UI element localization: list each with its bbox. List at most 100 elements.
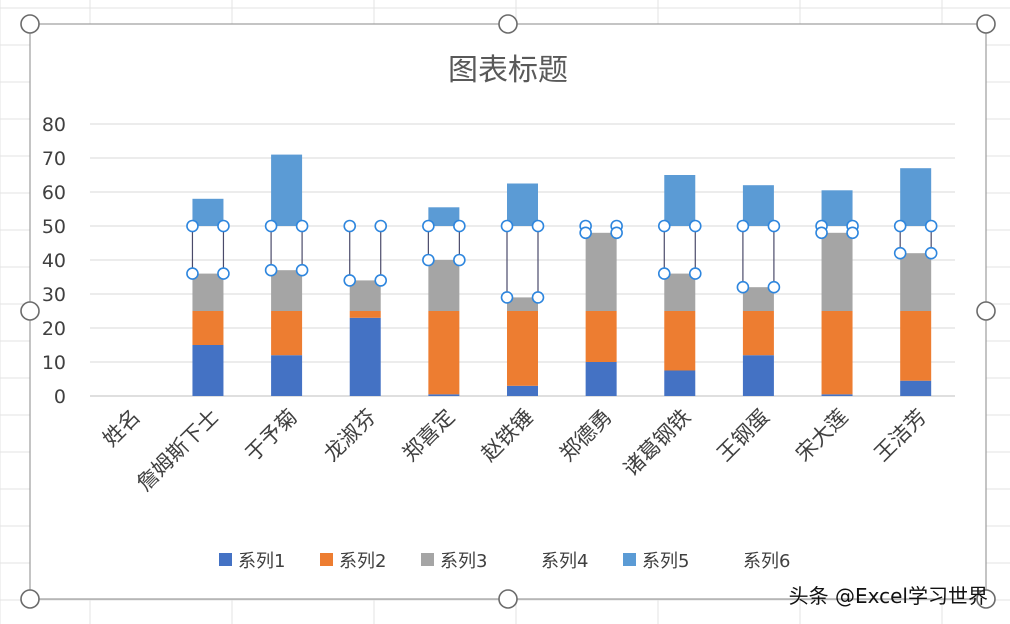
selection-handle[interactable] <box>924 246 938 260</box>
bar-segment[interactable] <box>507 183 538 227</box>
legend-swatch <box>623 553 636 566</box>
selection-handle[interactable] <box>531 219 545 233</box>
bar-segment[interactable] <box>900 253 932 311</box>
bar-segment[interactable] <box>507 385 538 396</box>
selection-handle[interactable] <box>295 263 309 277</box>
bar-segment[interactable] <box>271 270 303 311</box>
bar-segment[interactable] <box>664 370 696 397</box>
selection-handle[interactable] <box>657 267 671 280</box>
chart-title[interactable]: 图表标题 <box>448 53 568 88</box>
bar-segment[interactable] <box>428 311 460 395</box>
selection-handle[interactable] <box>893 246 907 260</box>
y-tick-label: 70 <box>42 148 66 170</box>
bar-segment[interactable] <box>349 317 381 396</box>
selection-handle[interactable] <box>343 219 357 233</box>
bar-segment[interactable] <box>192 311 224 345</box>
bar-segment[interactable] <box>742 287 774 311</box>
selection-handle[interactable] <box>186 267 199 280</box>
selection-handle[interactable] <box>846 226 859 240</box>
chart-resize-handles[interactable] <box>20 14 996 609</box>
selection-frames <box>186 219 938 304</box>
bar-segment[interactable] <box>192 345 224 396</box>
bar-segment[interactable] <box>742 185 774 226</box>
selection-handle[interactable] <box>736 280 750 294</box>
selection-handle[interactable] <box>186 219 199 233</box>
bar-segment[interactable] <box>900 168 932 226</box>
bar-segment[interactable] <box>664 311 696 371</box>
bar-segment[interactable] <box>192 273 224 311</box>
bar-segment[interactable] <box>428 394 460 396</box>
selection-handle[interactable] <box>736 219 750 233</box>
selection-handle[interactable] <box>767 219 781 233</box>
bar-segment[interactable] <box>271 311 303 356</box>
selection-handle[interactable] <box>579 226 592 240</box>
bar-segment[interactable] <box>349 280 381 311</box>
selection-handle[interactable] <box>343 274 357 287</box>
selection-handle[interactable] <box>500 219 514 233</box>
legend-label[interactable]: 系列2 <box>339 551 386 572</box>
resize-handle[interactable] <box>498 589 518 609</box>
selection-handle[interactable] <box>295 219 309 233</box>
bar-segment[interactable] <box>821 190 853 226</box>
selection-handle[interactable] <box>264 263 278 277</box>
bar-segment[interactable] <box>428 207 460 226</box>
selection-handle[interactable] <box>217 267 230 280</box>
selection-handle[interactable] <box>657 219 671 233</box>
selection-handle[interactable] <box>500 291 514 304</box>
legend-label[interactable]: 系列1 <box>238 551 285 572</box>
legend-label[interactable]: 系列4 <box>541 551 588 572</box>
legend-label[interactable]: 系列3 <box>440 551 487 572</box>
selection-handle[interactable] <box>453 253 466 267</box>
bar-segment[interactable] <box>821 394 853 396</box>
resize-handle[interactable] <box>20 301 40 321</box>
legend-label[interactable]: 系列5 <box>642 551 689 572</box>
selection-handle[interactable] <box>217 219 230 233</box>
bar-segment[interactable] <box>349 311 381 318</box>
selection-handle[interactable] <box>422 253 435 267</box>
y-tick-label: 40 <box>42 250 66 272</box>
bar-segment[interactable] <box>900 311 932 381</box>
bar-segment[interactable] <box>821 311 853 395</box>
bar-segment[interactable] <box>271 355 303 396</box>
selection-handle[interactable] <box>531 291 545 304</box>
bar-segment[interactable] <box>192 198 224 226</box>
selection-handle[interactable] <box>688 267 702 280</box>
bar-segment[interactable] <box>507 311 538 386</box>
selection-handle[interactable] <box>767 280 781 294</box>
y-tick-label: 80 <box>42 114 66 136</box>
bar-segment[interactable] <box>742 355 774 396</box>
legend[interactable]: 系列1 系列2 系列3 系列4 系列5 系列6 <box>219 551 790 572</box>
bar-segment[interactable] <box>428 260 460 311</box>
selection-handle[interactable] <box>453 219 466 233</box>
bar-segment[interactable] <box>900 380 932 396</box>
bar-segment[interactable] <box>742 311 774 356</box>
resize-handle[interactable] <box>976 301 996 321</box>
selection-handle[interactable] <box>688 219 702 233</box>
selection-handle[interactable] <box>422 219 435 233</box>
bar-segment[interactable] <box>821 232 853 311</box>
bar-segment[interactable] <box>585 232 617 311</box>
bar-segment[interactable] <box>585 362 617 396</box>
selection-handle[interactable] <box>374 274 388 287</box>
resize-handle[interactable] <box>20 14 40 34</box>
bar-segment[interactable] <box>507 297 538 311</box>
resize-handle[interactable] <box>20 589 40 609</box>
bar-segment[interactable] <box>664 175 696 226</box>
bar-segment[interactable] <box>271 154 303 226</box>
selection-handle[interactable] <box>264 219 278 233</box>
y-tick-label: 20 <box>42 318 66 340</box>
bar-segment[interactable] <box>585 311 617 362</box>
selection-handle[interactable] <box>610 226 623 240</box>
selection-handle[interactable] <box>893 219 907 233</box>
selection-handle[interactable] <box>374 219 388 233</box>
resize-handle[interactable] <box>498 14 518 34</box>
selection-handle[interactable] <box>924 219 938 233</box>
legend-swatch <box>320 553 333 566</box>
legend-label[interactable]: 系列6 <box>743 551 790 572</box>
bar-segment[interactable] <box>664 273 696 311</box>
bars[interactable] <box>192 154 932 397</box>
selection-handle[interactable] <box>815 226 828 240</box>
resize-handle[interactable] <box>976 589 996 609</box>
resize-handle[interactable] <box>976 14 996 34</box>
